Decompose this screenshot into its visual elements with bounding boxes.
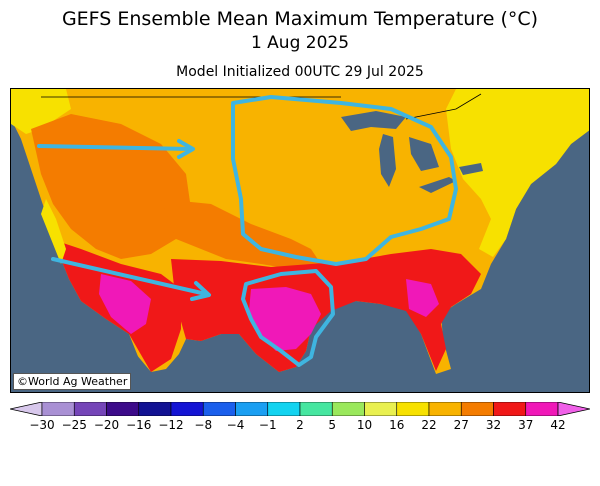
legend-swatch <box>170 402 204 416</box>
legend-swatch <box>460 402 494 416</box>
legend-swatch <box>331 402 365 416</box>
zone-pacific-nw <box>11 89 71 134</box>
legend-swatch <box>396 402 430 416</box>
color-legend-labels: −30 −25 −20 −16 −12 −8 −4 −1 2 5 10 16 22 27 32 37 42 <box>0 418 600 436</box>
legend-tick-label: −12 <box>158 418 184 432</box>
legend-swatch <box>267 402 301 416</box>
legend-tick-label: −20 <box>93 418 120 432</box>
temperature-map: ©World Ag Weather <box>10 88 590 393</box>
legend-swatch <box>73 402 107 416</box>
map-canvas <box>11 89 589 374</box>
legend-tick-label: 42 <box>550 418 566 432</box>
lake-superior <box>341 111 406 131</box>
legend-arrow-high <box>557 402 590 416</box>
legend-swatch <box>41 402 75 416</box>
legend-swatch <box>202 402 236 416</box>
zone-northeast <box>446 89 589 257</box>
annotation-arrow-south <box>51 257 208 296</box>
annotation-arrow-north <box>37 144 193 151</box>
zone-south-hot <box>171 249 481 372</box>
legend-tick-label: −8 <box>194 418 213 432</box>
legend-arrow-low <box>10 402 43 416</box>
legend-tick-label: 16 <box>389 418 405 432</box>
legend-tick-label: −25 <box>61 418 87 432</box>
credit-label: ©World Ag Weather <box>13 373 132 390</box>
legend-tick-label: 37 <box>518 418 534 432</box>
legend-swatch <box>364 402 398 416</box>
model-initialized-label: Model Initialized 00UTC 29 Jul 2025 <box>176 64 424 80</box>
legend-swatch <box>299 402 333 416</box>
annotation-arrow-south-head <box>190 281 211 301</box>
legend-swatch <box>493 402 527 416</box>
legend-tick-label: −30 <box>29 418 55 432</box>
annotation-outline-midwest <box>231 95 458 266</box>
annotation-arrow-north-head <box>177 139 195 159</box>
zone-california-valley <box>41 199 66 264</box>
legend-tick-label: −1 <box>258 418 277 432</box>
legend-tick-label: 5 <box>328 418 337 432</box>
legend-tick-label: 10 <box>356 418 373 432</box>
legend-tick-label: 2 <box>296 418 304 432</box>
lake-michigan <box>379 134 396 187</box>
valid-date: 1 Aug 2025 <box>250 33 350 53</box>
legend-tick-label: −16 <box>126 418 152 432</box>
zone-southeast-extreme <box>406 279 439 317</box>
lake-erie <box>419 177 456 193</box>
legend-swatch <box>525 402 559 416</box>
legend-tick-label: 27 <box>453 418 469 432</box>
color-legend-bar <box>10 402 590 416</box>
legend-swatch <box>428 402 462 416</box>
legend-swatch <box>138 402 172 416</box>
chart-title: GEFS Ensemble Mean Maximum Temperature (… <box>61 8 539 30</box>
annotation-outline-texas <box>241 269 335 367</box>
legend-tick-label: 32 <box>485 418 502 432</box>
legend-swatch <box>106 402 140 416</box>
legend-tick-label: 22 <box>421 418 437 432</box>
legend-tick-label: −4 <box>226 418 245 432</box>
legend-swatch <box>235 402 269 416</box>
zone-southwest-extreme <box>99 274 151 334</box>
lake-huron <box>409 137 439 171</box>
lake-ontario <box>459 163 483 175</box>
zone-texas-extreme <box>249 287 321 351</box>
zone-intermountain <box>31 114 191 259</box>
gulf-of-california <box>119 329 151 374</box>
